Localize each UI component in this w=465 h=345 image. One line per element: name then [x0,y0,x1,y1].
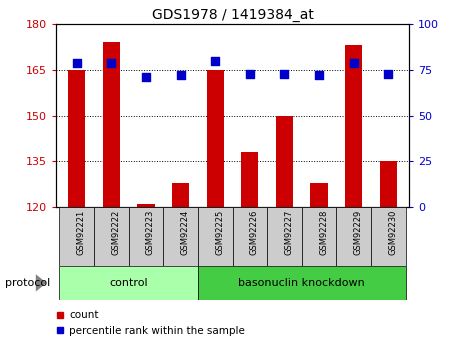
Bar [137,204,154,207]
Point [385,71,392,76]
Bar [103,42,120,207]
Bar [59,207,94,266]
Point [281,71,288,76]
Title: GDS1978 / 1419384_at: GDS1978 / 1419384_at [152,8,313,22]
Bar [302,207,337,266]
Text: GSM92221: GSM92221 [77,210,86,255]
Text: GSM92226: GSM92226 [250,210,259,255]
Bar [337,207,371,266]
Point [142,75,150,80]
Text: GSM92223: GSM92223 [146,210,155,255]
Point [107,60,115,65]
Point [246,71,253,76]
Text: GSM92228: GSM92228 [319,210,328,255]
Bar [232,207,267,266]
Text: GSM92222: GSM92222 [111,210,120,255]
Bar [276,116,293,207]
Point [73,60,80,65]
Text: control: control [109,278,148,288]
Point [315,72,323,78]
Bar [128,207,163,266]
Bar [311,183,328,207]
Text: GSM92225: GSM92225 [215,210,224,255]
Bar [163,207,198,266]
Bar [267,207,302,266]
Bar [198,207,232,266]
Legend: count, percentile rank within the sample: count, percentile rank within the sample [52,306,249,340]
Text: GSM92227: GSM92227 [285,210,293,255]
Bar [380,161,397,207]
Point [350,60,358,65]
Bar [345,46,362,207]
Text: GSM92229: GSM92229 [354,210,363,255]
Bar [371,207,406,266]
Text: protocol: protocol [5,278,50,288]
Bar [172,183,189,207]
Bar [241,152,259,207]
Point [177,72,184,78]
Bar [59,266,198,300]
Bar [198,266,406,300]
Bar [68,70,85,207]
Polygon shape [36,274,46,292]
Point [212,58,219,63]
Text: GSM92224: GSM92224 [180,210,190,255]
Text: GSM92230: GSM92230 [388,210,398,255]
Bar [206,70,224,207]
Bar [94,207,128,266]
Text: basonuclin knockdown: basonuclin knockdown [239,278,365,288]
